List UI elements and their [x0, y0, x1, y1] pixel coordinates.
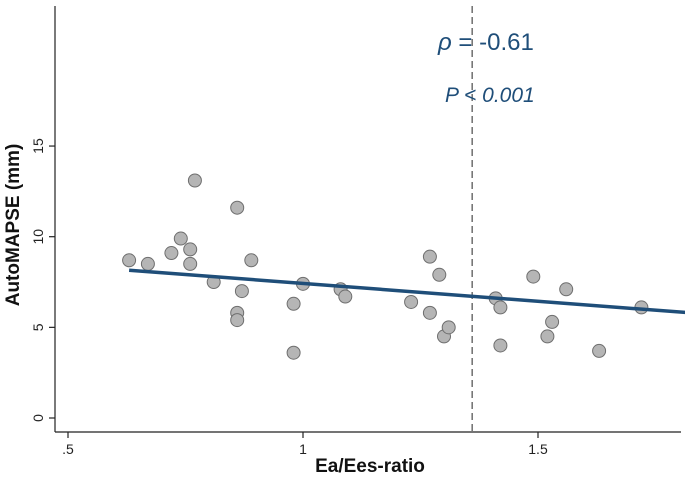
data-point: [432, 267, 447, 282]
data-point: [441, 320, 456, 335]
x-tick-label: 1.5: [528, 441, 548, 457]
data-point: [422, 249, 437, 264]
rho-symbol: ρ: [437, 29, 452, 56]
rho-annotation: ρ = -0.61: [437, 29, 534, 56]
data-point: [493, 300, 508, 315]
data-point: [286, 345, 301, 360]
data-point: [540, 329, 555, 344]
data-point: [187, 173, 202, 188]
data-point: [404, 294, 419, 309]
data-point: [164, 246, 179, 261]
data-point: [230, 313, 245, 328]
data-point: [140, 256, 155, 271]
data-point: [422, 305, 437, 320]
y-tick-label: 5: [30, 323, 46, 331]
data-point: [493, 338, 508, 353]
data-point: [183, 256, 198, 271]
y-tick-label: 10: [30, 229, 46, 245]
rho-value: = -0.61: [452, 29, 534, 56]
x-tick-label: .5: [62, 441, 74, 457]
p-annotation: P < 0.001: [445, 84, 535, 107]
data-point: [183, 242, 198, 257]
data-point: [244, 253, 259, 268]
x-ticks: .511.522.53: [62, 432, 548, 457]
data-point: [545, 314, 560, 329]
data-point: [286, 296, 301, 311]
data-point: [526, 269, 541, 284]
y-ticks: 0 5 10 15: [30, 138, 55, 422]
data-point: [559, 282, 574, 297]
x-axis-title: Ea/Ees-ratio: [315, 456, 425, 477]
data-point: [338, 289, 353, 304]
y-tick-label: 15: [30, 138, 46, 154]
x-tick-label: 1: [299, 441, 307, 457]
data-point: [230, 200, 245, 215]
y-tick-label: 0: [30, 414, 46, 422]
data-point: [173, 231, 188, 246]
y-axis-title: AutoMAPSE (mm): [3, 144, 24, 307]
data-point: [592, 343, 607, 358]
data-point: [122, 253, 137, 268]
data-points: [122, 173, 649, 360]
regression-line: [128, 268, 685, 315]
data-point: [234, 284, 249, 299]
